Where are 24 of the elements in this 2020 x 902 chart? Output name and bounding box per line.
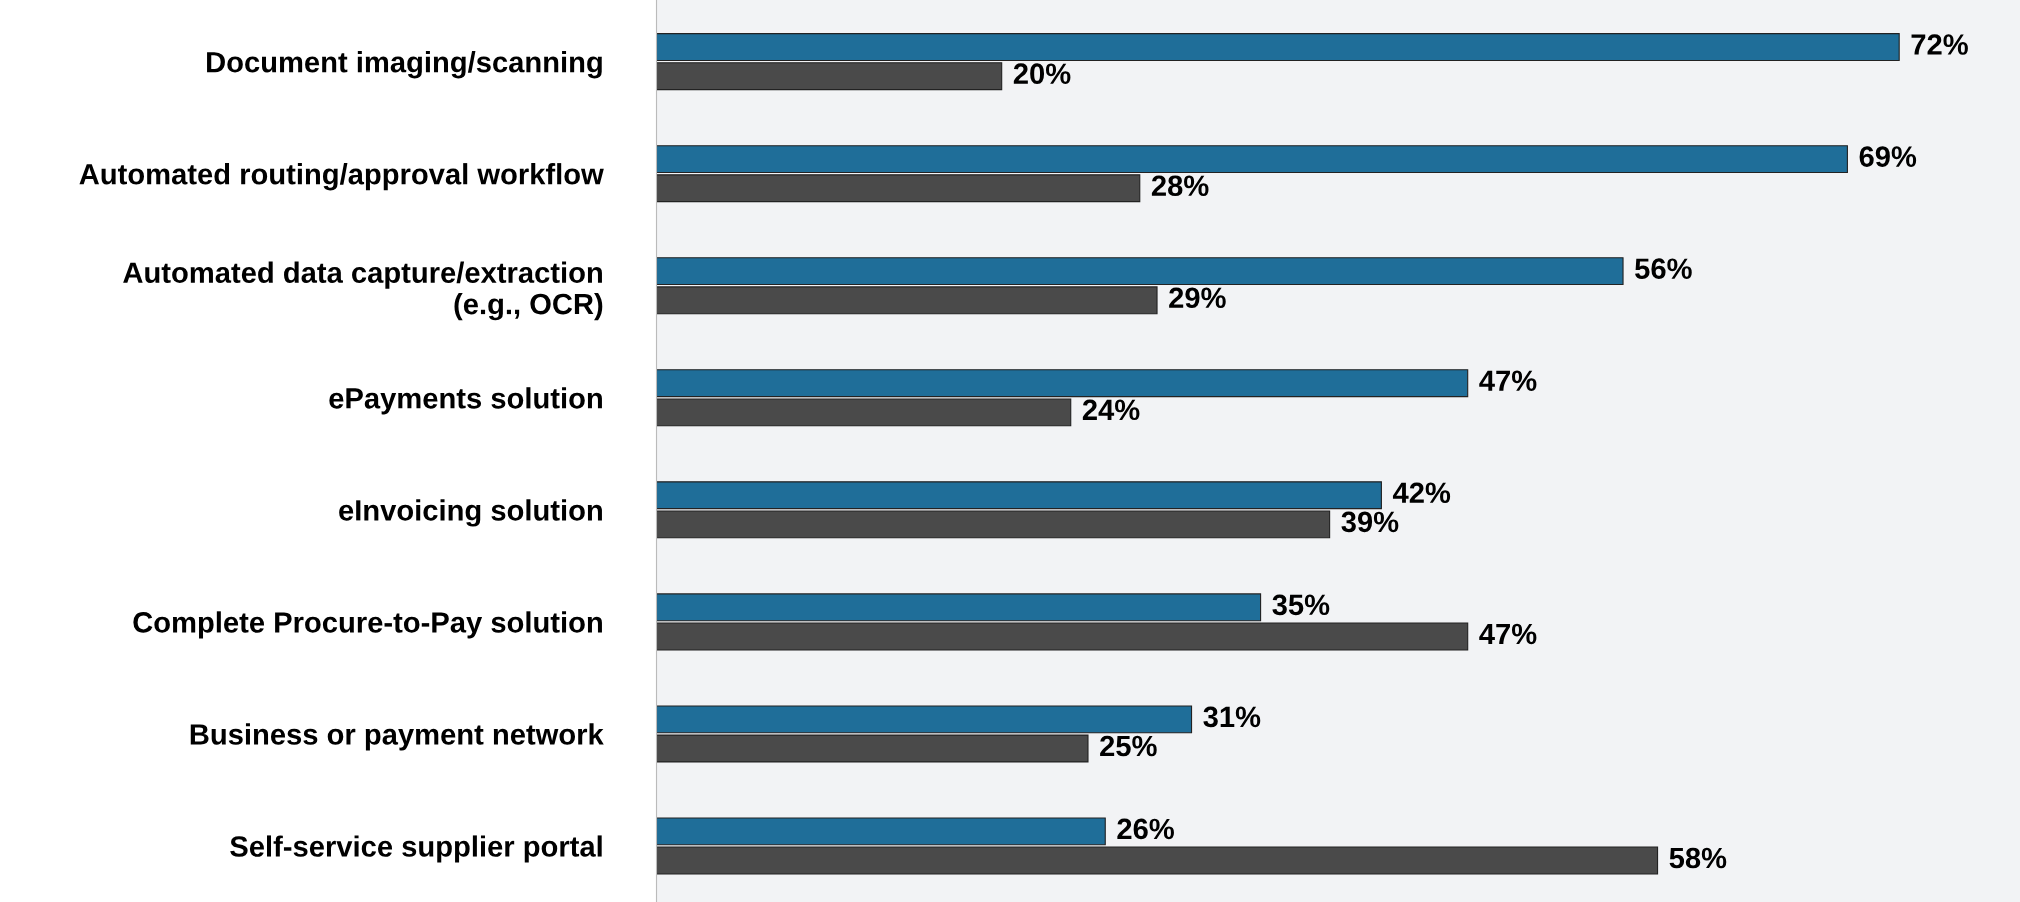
y-tick-label: Self-service supplier portal xyxy=(230,835,602,863)
data-label: 24% xyxy=(1082,399,1140,421)
y-tick-label: Document imaging/scanning xyxy=(207,51,602,79)
data-label: 58% xyxy=(1669,847,1727,869)
data-label: 39% xyxy=(1341,511,1399,533)
data-label: 35% xyxy=(1272,594,1330,616)
data-label: 47% xyxy=(1479,370,1537,391)
data-label: 20% xyxy=(1013,63,1071,85)
data-label: 72% xyxy=(1911,34,1968,55)
data-label: 47% xyxy=(1479,623,1537,645)
y-tick-label: Automated data capture/extraction (e.g., OCR) xyxy=(123,261,603,321)
data-label: 28% xyxy=(1151,175,1209,197)
data-label: 31% xyxy=(1203,706,1261,728)
y-tick-label: Complete Procure-to-Pay solution xyxy=(133,611,602,639)
data-label: 25% xyxy=(1100,735,1157,757)
data-label: 56% xyxy=(1635,258,1692,279)
data-label: 69% xyxy=(1859,146,1917,167)
y-tick-label: ePayments solution xyxy=(329,387,602,415)
y-tick-label: eInvoicing solution xyxy=(339,499,602,527)
data-label: 29% xyxy=(1169,287,1226,309)
data-label: 26% xyxy=(1117,818,1174,840)
y-tick-label: Business or payment network xyxy=(190,723,604,751)
y-tick-label: Automated routing/approval workflow xyxy=(79,163,604,191)
data-label: 42% xyxy=(1392,482,1451,504)
